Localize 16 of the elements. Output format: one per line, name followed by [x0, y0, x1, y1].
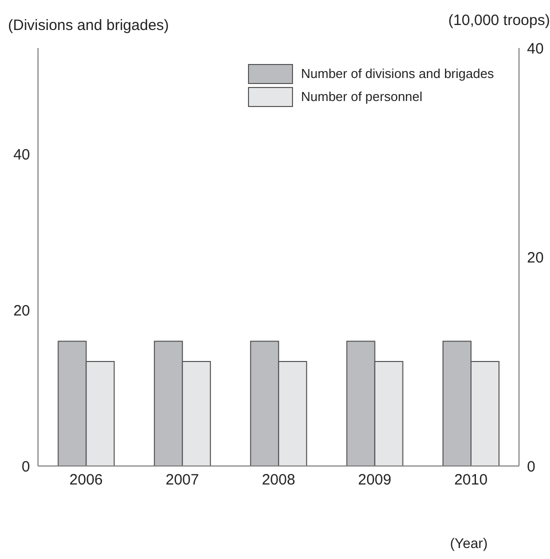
x-tick-label: 2006 [69, 472, 103, 489]
x-tick-label: 2007 [166, 472, 199, 489]
y-axis-title: (Divisions and brigades) [8, 17, 169, 34]
x-tick-label: 2008 [262, 472, 296, 489]
legend-label: Number of personnel [301, 89, 422, 104]
y-tick-label: 0 [22, 458, 30, 476]
legend-label: Number of divisions and brigades [301, 66, 494, 81]
x-axis-title: (Year) [450, 535, 488, 551]
y2-tick-label: 40 [527, 40, 544, 58]
x-tick-label: 2010 [454, 472, 488, 489]
y2-tick-label: 20 [527, 249, 544, 266]
y-tick-label: 20 [13, 302, 30, 320]
y2-tick-label: 0 [527, 458, 536, 476]
y2-axis-title: (10,000 troops) [448, 12, 550, 29]
y-tick-label: 40 [13, 146, 30, 164]
x-tick-label: 2009 [358, 472, 392, 489]
